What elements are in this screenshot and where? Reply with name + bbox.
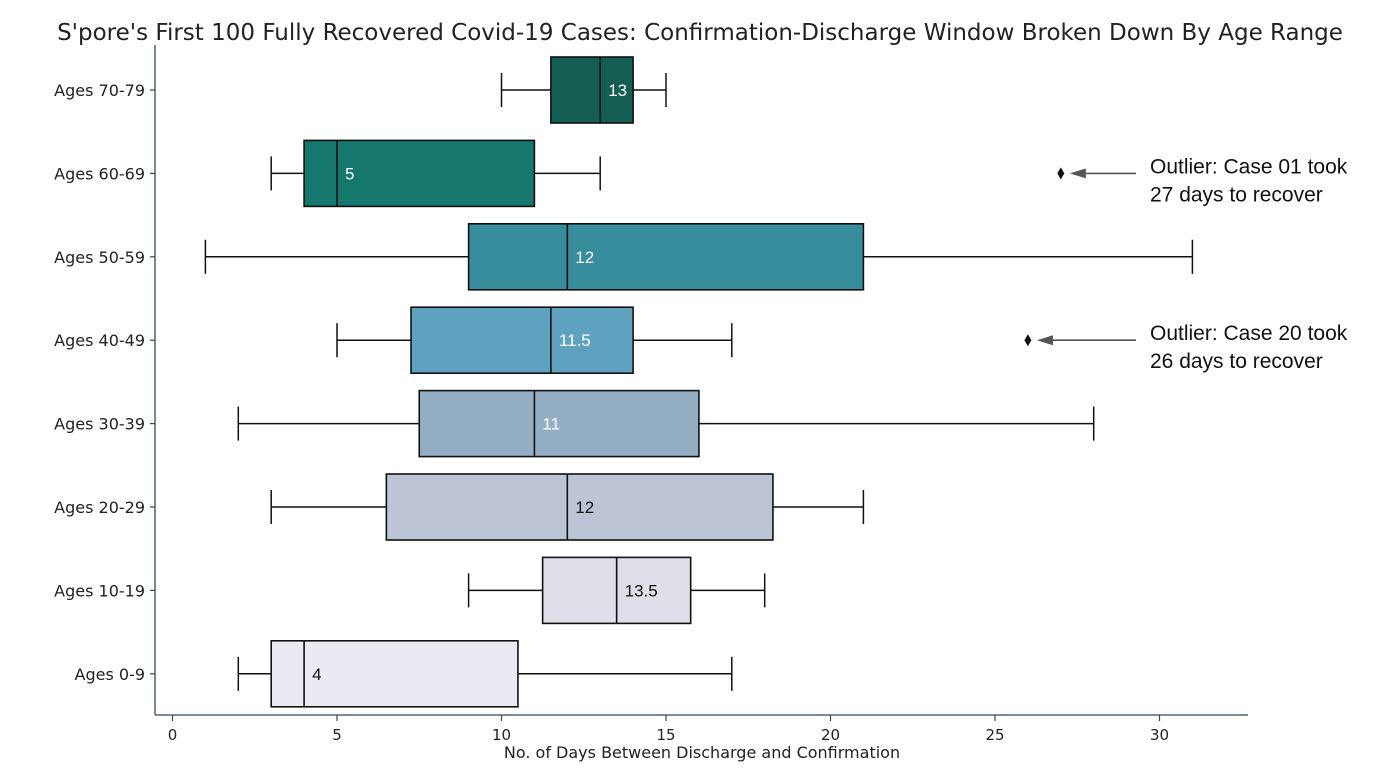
x-tick-label: 15 (656, 726, 675, 744)
y-category-label: Ages 40-49 (54, 331, 145, 350)
annotation-text: Outlier: Case 01 took (1150, 155, 1348, 178)
median-label: 12 (575, 498, 594, 517)
category-labels-layer: Ages 70-79 Ages 60-69 Ages 50-59 Ages 40-49… (54, 81, 155, 684)
y-category-label: Ages 0-9 (75, 665, 146, 684)
y-category-label: Ages 50-59 (54, 248, 145, 267)
x-tick-label: 10 (492, 726, 511, 744)
box-iqr (385, 473, 774, 541)
ticks-layer: 0 5 10 15 20 25 30 (168, 715, 1169, 744)
x-tick-label: 5 (332, 726, 342, 744)
annotation-text: 27 days to recover (1150, 183, 1323, 206)
y-category-label: Ages 70-79 (54, 81, 145, 100)
outlier-point (1057, 167, 1065, 180)
box-iqr (418, 389, 700, 458)
box-iqr (550, 56, 634, 124)
box-iqr (410, 306, 634, 375)
median-label: 12 (575, 248, 594, 267)
outlier-annotation: Outlier: Case 20 took 26 days to recover (1036, 322, 1348, 373)
x-tick-label: 0 (168, 726, 178, 744)
chart-title: S'pore's First 100 Fully Recovered Covid… (57, 20, 1343, 46)
x-tick-label: 25 (985, 726, 1004, 744)
boxes-layer: 13 5 12 11.5 11 12 13.5 4 (204, 56, 1194, 708)
annotation-text: Outlier: Case 20 took (1150, 322, 1348, 345)
box-group: 11.5 (336, 306, 1032, 375)
box-group: 13.5 (467, 556, 766, 625)
box-group: 11 (237, 389, 1095, 458)
box-group: 4 (237, 639, 733, 708)
annotation-arrow-head (1069, 168, 1086, 179)
box-iqr (303, 139, 536, 208)
median-label: 5 (345, 164, 354, 183)
box-group: 12 (270, 473, 865, 541)
annotation-arrow-head (1036, 335, 1053, 346)
y-category-label: Ages 10-19 (54, 581, 145, 600)
median-label: 11 (542, 415, 560, 434)
box-group: 13 (500, 56, 667, 124)
y-category-label: Ages 20-29 (54, 498, 145, 517)
x-tick-label: 30 (1150, 726, 1169, 744)
y-category-label: Ages 30-39 (54, 415, 145, 434)
median-label: 13.5 (625, 581, 658, 600)
box-iqr (270, 639, 519, 708)
x-axis-label: No. of Days Between Discharge and Confir… (504, 743, 900, 762)
box-group: 12 (204, 223, 1194, 291)
median-label: 4 (312, 665, 321, 684)
annotation-text: 26 days to recover (1150, 350, 1323, 373)
outlier-point (1024, 334, 1032, 347)
y-category-label: Ages 60-69 (54, 164, 145, 183)
box-iqr (467, 223, 865, 291)
median-label: 13 (608, 81, 627, 100)
x-tick-label: 20 (821, 726, 840, 744)
outlier-annotation: Outlier: Case 01 took 27 days to recover (1069, 155, 1348, 206)
median-label: 11.5 (559, 331, 591, 350)
box-group: 5 (270, 139, 1065, 208)
